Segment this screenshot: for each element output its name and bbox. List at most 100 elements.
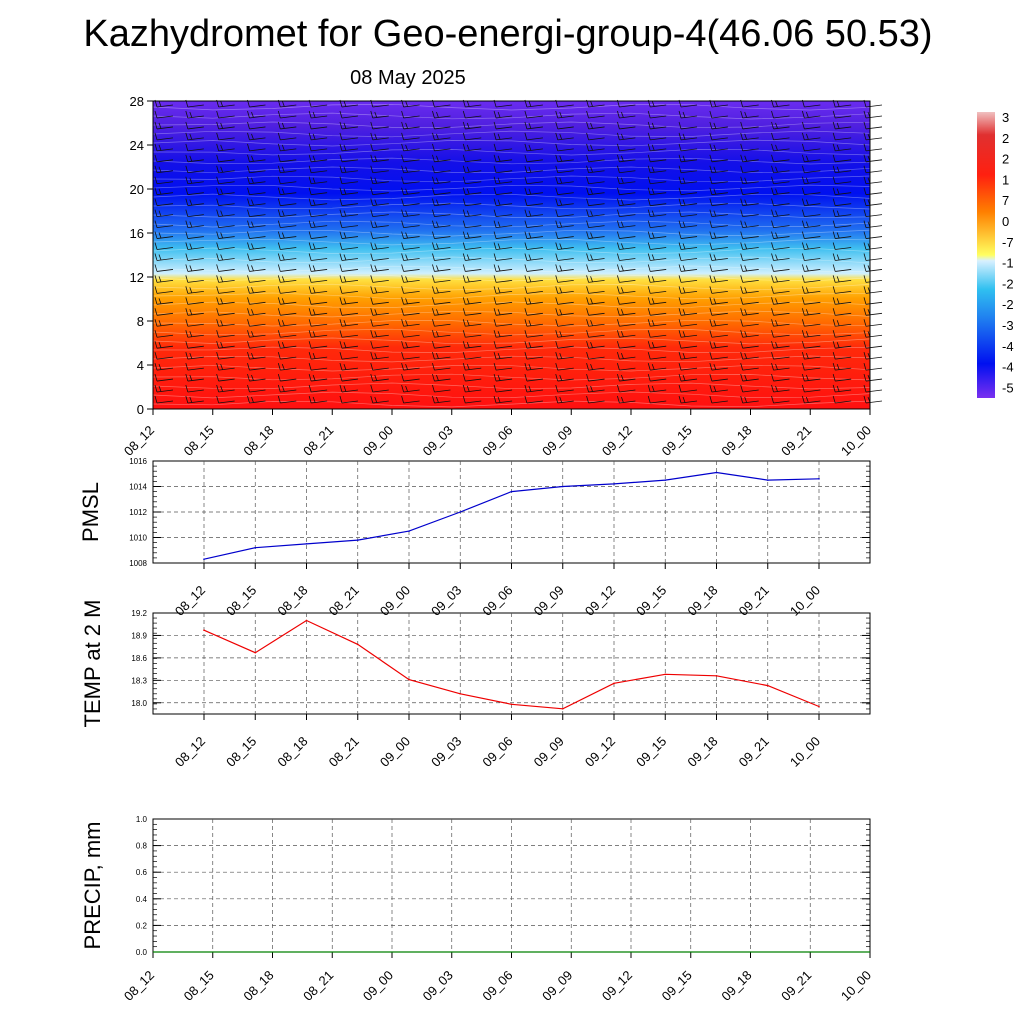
barb-staff [804,148,821,152]
barb-flag [559,265,563,272]
wind-barb [709,121,728,130]
barb-flag [682,331,686,337]
barb-flag [555,198,559,206]
barb-flag [185,264,189,272]
barb-staff [804,225,821,228]
barb-flag [678,286,682,294]
barb-flag [497,396,501,403]
barb-flag [247,297,250,305]
barb-staff [711,159,728,163]
barb-staff [218,389,235,393]
y-tick-label: 18.9 [131,631,147,640]
barb-flag [771,231,774,239]
barb-flag [801,209,805,217]
barb-flag [308,110,312,119]
barb-staff [465,181,482,185]
wind-barb [216,297,235,305]
wind-barb [432,110,451,119]
barb-staff [526,356,543,360]
barb-flag [775,210,778,217]
barb-flag [370,384,374,393]
wind-barb [647,187,667,196]
barb-flag [651,166,655,173]
barb-flag [343,232,347,239]
barb-flag [220,166,224,173]
barb-flag [493,176,497,184]
barb-flag [220,276,224,283]
x-tick-label: 09_18 [718,968,754,1004]
wind-barb [524,395,543,404]
barb-flag [308,132,312,140]
barb-flag [832,187,836,195]
wind-barb [740,286,759,294]
barb-flag [247,363,250,371]
barb-flag [308,308,312,316]
barb-flag [678,231,682,239]
barb-flag [740,110,744,119]
barb-staff [742,214,759,218]
barb-flag [832,154,836,162]
barb-flag [493,231,497,239]
barb-staff [341,389,359,393]
barb-staff [835,214,852,218]
barb-flag [466,166,470,173]
barb-staff [434,247,451,250]
wind-barb [401,363,420,371]
wind-barb [216,187,235,196]
barb-flag [771,352,774,360]
barb-flag [308,330,312,338]
wind-barb [863,231,883,239]
wind-barb [154,308,174,316]
barb-staff [311,301,328,305]
barb-flag [713,385,717,392]
barb-staff [773,214,790,218]
wind-barb [370,187,389,196]
barb-staff [218,170,235,174]
barb-flag [370,275,374,283]
barb-staff [187,323,204,327]
barb-flag [432,242,435,250]
barb-staff [650,203,667,207]
barb-flag [497,221,501,228]
wind-barb [154,187,174,196]
barb-staff [588,312,605,316]
barb-staff [403,389,420,393]
barb-flag [281,298,285,304]
barb-staff [619,115,636,119]
wind-barb [216,220,235,228]
barb-staff [218,236,235,239]
barb-flag [617,319,620,327]
barb-flag [617,297,620,305]
barb-flag [370,242,374,250]
x-tick-label: 08_15 [181,423,217,459]
barb-staff [249,137,266,141]
barb-flag [647,165,651,173]
barb-flag [247,198,250,206]
barb-flag [247,154,250,162]
wind-barb [462,341,482,349]
barb-flag [590,298,593,304]
barb-flag [370,341,374,349]
barb-flag [555,220,559,228]
barb-flag [621,155,624,162]
barb-staff [372,115,389,119]
wind-barb [647,220,667,228]
wind-barb [647,373,667,382]
barb-staff [341,126,359,130]
barb-staff [680,389,698,393]
data-point [305,543,308,545]
barb-staff [680,104,698,108]
barb-staff [280,378,297,382]
wind-barb [462,209,482,218]
barb-staff [280,323,297,327]
barb-flag [740,297,744,305]
barb-flag [744,133,748,140]
y-tick-label: 24 [130,138,144,153]
barb-flag [617,373,620,382]
wind-barb [462,275,482,283]
barb-flag [462,395,466,404]
barb-staff [465,104,482,108]
barb-flag [590,122,593,129]
wind-barb [709,187,728,196]
y-axis-label: PRECIP, mm [80,822,105,950]
